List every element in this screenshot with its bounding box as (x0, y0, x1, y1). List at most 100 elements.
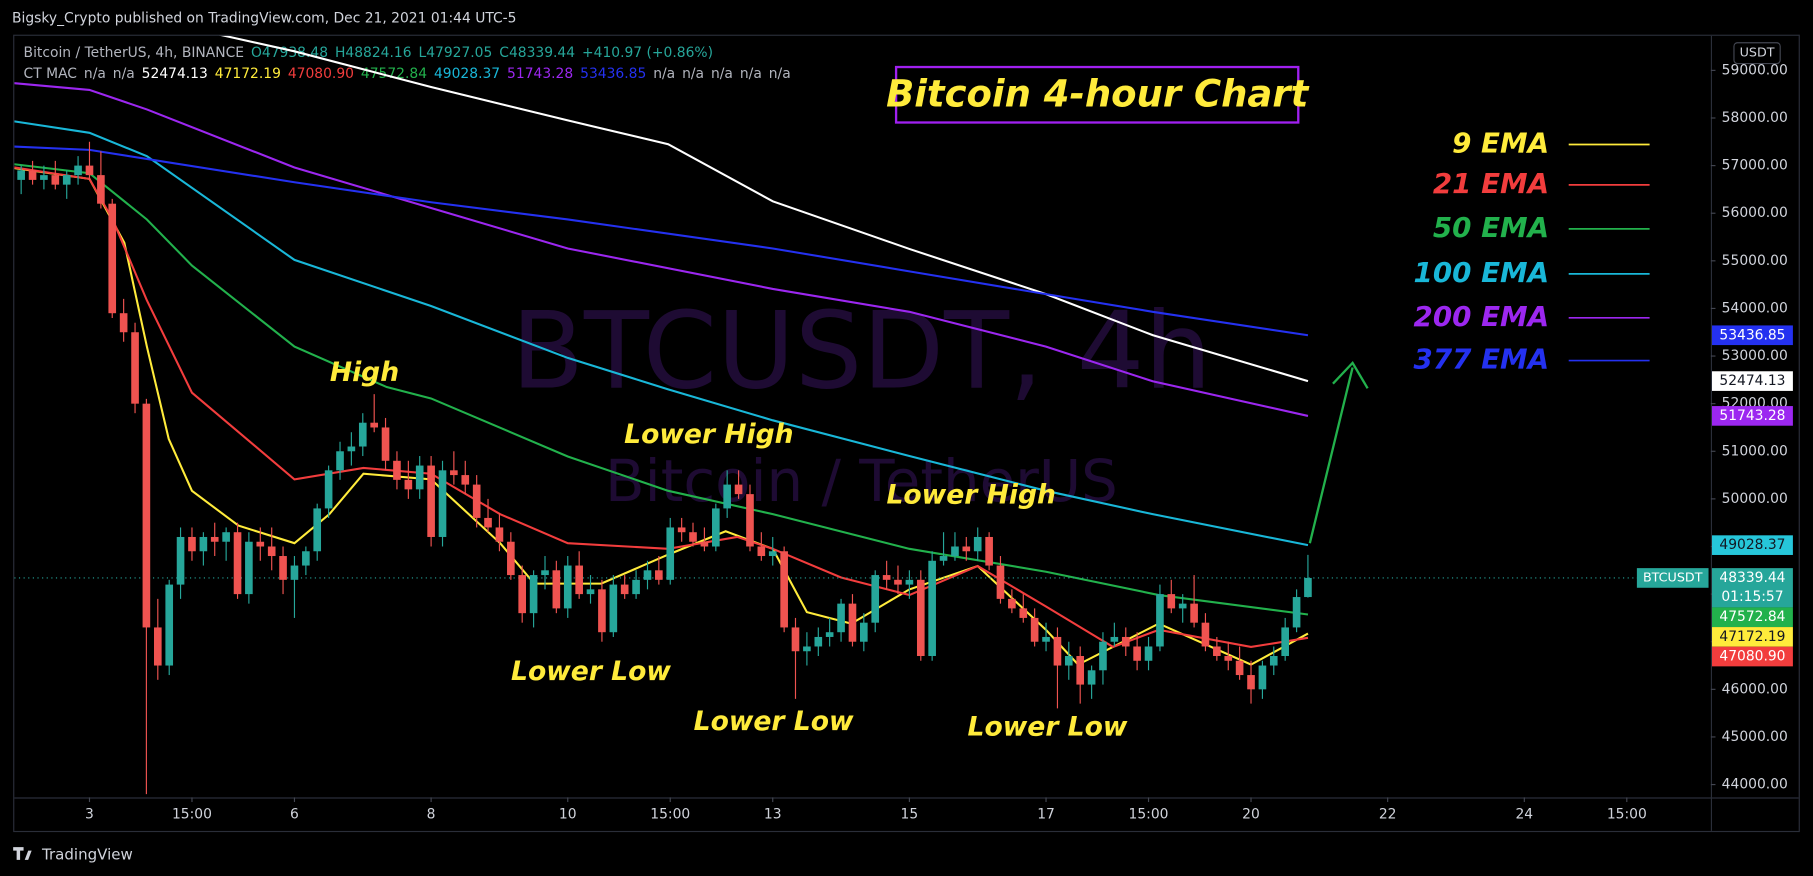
candle-body (1281, 627, 1289, 657)
candle-body (1042, 636, 1050, 642)
watermark: BTCUSDT, 4h Bitcoin / TetherUS (511, 290, 1212, 515)
y-tick-label: 57000.00 (1722, 158, 1788, 174)
footer-brand: TradingView (41, 846, 133, 864)
x-tick-label: 15:00 (1129, 807, 1169, 823)
legend-label: 100 EMA (1414, 256, 1549, 289)
indicator-value: 49028.37 (434, 66, 500, 82)
candle-body (290, 565, 299, 580)
candle-body (928, 560, 936, 657)
price-tag (1712, 627, 1793, 647)
candle-body (85, 165, 94, 176)
indicator-value: n/a (711, 66, 733, 82)
candle-body (1076, 656, 1085, 685)
candle-body (393, 460, 401, 480)
candle-body (871, 575, 880, 623)
indicator-value: n/a (113, 66, 135, 82)
candle-body (233, 532, 242, 595)
candle-body (712, 508, 720, 547)
symbol-tag-label: BTCUSDT (1643, 569, 1703, 584)
candle-body (1247, 675, 1255, 690)
plot-area (14, 35, 1711, 795)
indicator-value: 53436.85 (580, 66, 646, 82)
candle-body (609, 584, 618, 633)
candle-body (370, 422, 379, 428)
y-tick-label: 59000.00 (1722, 62, 1788, 78)
candle-body (1235, 660, 1244, 676)
price-tag (1712, 406, 1793, 426)
indicator-value: n/a (84, 66, 106, 82)
ema-line (219, 35, 1309, 383)
candle-body (165, 584, 174, 666)
candle-body (962, 546, 971, 552)
candle-body (1133, 646, 1141, 661)
indicator-value: 52474.13 (142, 66, 208, 82)
x-tick-label: 17 (1037, 807, 1055, 823)
candle-body (358, 422, 367, 447)
indicator-value: n/a (740, 66, 762, 82)
publisher-line: Bigsky_Crypto published on TradingView.c… (12, 10, 516, 26)
candle-body (381, 427, 390, 461)
ema-line (14, 163, 1309, 616)
candle-body (757, 546, 766, 557)
candle-body (598, 589, 606, 633)
candle-body (666, 527, 675, 580)
price-tag-label: 53436.85 (1719, 327, 1785, 343)
price-tag (1712, 607, 1793, 628)
candle-body (461, 475, 470, 485)
candle-body (188, 536, 196, 552)
candle-body (632, 579, 640, 595)
countdown: 01:15:57 (1721, 589, 1783, 605)
candle-body (586, 589, 595, 595)
x-tick-label: 6 (290, 807, 299, 823)
annotation: High (330, 357, 399, 388)
y-tick-label: 53000.00 (1722, 348, 1788, 364)
price-tag (1712, 646, 1793, 667)
candle-body (1121, 636, 1130, 647)
annotation: Lower High (624, 419, 793, 450)
candle-body (245, 541, 253, 595)
indicator-row: CT MAC n/a n/a 52474.13 47172.19 47080.90 4757… (24, 66, 791, 82)
candle-body (1156, 594, 1164, 647)
annotation: Lower Low (968, 712, 1128, 743)
candle-body (1008, 598, 1016, 609)
candle-body (985, 536, 993, 566)
price-tag-label: 47080.90 (1719, 649, 1785, 665)
candle-body (734, 484, 743, 495)
ohlc-value: +410.97 (+0.86%) (582, 45, 713, 61)
legend-header: Bitcoin / TetherUS, 4h, BINANCE O47938.48… (24, 45, 713, 61)
footer-logo: TradingView (13, 846, 133, 864)
candle-body (620, 584, 629, 595)
currency-box[interactable] (1733, 42, 1781, 65)
candle-body (723, 484, 731, 509)
candle-body (1110, 636, 1119, 642)
candle-body (97, 175, 105, 204)
ohlc-value: H48824.16 (335, 45, 412, 61)
price-tag (1712, 325, 1793, 346)
chart-title: Bitcoin 4-hour Chart (886, 72, 1310, 115)
y-tick-label: 54000.00 (1722, 300, 1788, 316)
candle-body (700, 541, 709, 547)
x-tick-label: 15 (901, 807, 919, 823)
x-tick-label: 13 (764, 807, 782, 823)
candle-body (176, 536, 185, 585)
candle-body (973, 536, 982, 552)
price-tag-label: 51743.28 (1719, 408, 1785, 424)
x-tick-label: 15:00 (172, 807, 212, 823)
candle-body (28, 170, 37, 180)
candle-body (1304, 577, 1312, 598)
indicator-value: 47080.90 (288, 66, 354, 82)
candle-body (768, 551, 777, 557)
candle-body (222, 532, 230, 542)
candle-body (153, 627, 162, 666)
candle-body (1213, 646, 1221, 657)
candle-body (951, 546, 959, 557)
x-tick-label: 3 (85, 807, 94, 823)
x-tick-label: 10 (559, 807, 577, 823)
candle-body (563, 565, 572, 609)
candle-body (518, 575, 526, 614)
candle-body (256, 541, 265, 547)
title-box (894, 65, 1300, 124)
